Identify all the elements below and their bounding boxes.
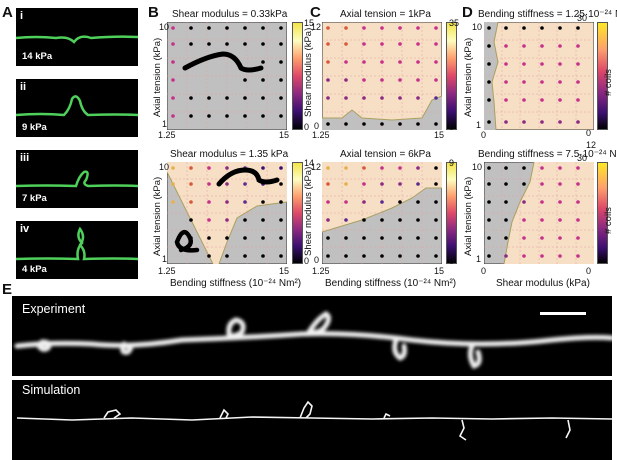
panel-d-bottom-colorbar (597, 162, 608, 264)
bent-shape-icon-2 (216, 167, 280, 187)
panel-c-top-colorbar (446, 22, 457, 130)
panel-d-top-ylabel: Axial tension (kPa) (463, 37, 474, 117)
panel-d-top-heatmap (484, 22, 594, 130)
simulated-filament-ii (16, 95, 138, 117)
panel-a-iv: iv 4 kPa (16, 221, 138, 279)
panel-c-bottom-dots (326, 166, 438, 258)
simulated-filament-iii (16, 170, 138, 188)
panel-c-top-dots (326, 26, 438, 126)
panel-d-bottom-dots (487, 166, 580, 258)
panel-b-top-heatmap (167, 22, 287, 130)
panel-c-top-heatmap (322, 22, 442, 130)
panel-d-top-title: Bending stiffness = 1.25·10⁻²⁴ Nm² (478, 9, 617, 20)
panel-d-xlabel: Shear modulus (kPa) (496, 278, 590, 289)
panel-b-bottom-dots (171, 166, 283, 258)
panel-b-bottom-colorbar (292, 162, 303, 264)
panel-label-c: C (310, 4, 321, 21)
coil-shape-icon (174, 229, 200, 253)
panel-d-top-cb-label: # coils (603, 69, 614, 96)
panel-label-e: E (2, 281, 13, 298)
experiment-panel: Experiment (12, 296, 612, 376)
panel-b-top-ylabel: Axial tension (kPa) (152, 37, 163, 117)
experiment-image (14, 311, 612, 369)
panel-c-bottom-ylabel: Shear modulus (kPa) (303, 166, 314, 256)
scale-bar (540, 312, 586, 315)
panel-c-bottom-title: Axial tension = 6kPa (340, 149, 431, 160)
panel-d-bottom-title: Bending stiffness = 7.5·10⁻²⁴ Nm² (478, 149, 617, 160)
experiment-label: Experiment (22, 302, 86, 316)
panel-b-bottom-heatmap (167, 162, 287, 264)
bent-shape-icon (182, 51, 264, 73)
panel-a-i: i 14 kPa (16, 8, 138, 66)
panel-c-bottom-heatmap (322, 162, 442, 264)
panel-d-bottom-cb-label: # coils (603, 207, 614, 234)
panel-d-top-colorbar (597, 22, 608, 130)
panel-label-b: B (148, 4, 159, 21)
panel-d-bottom-heatmap (484, 162, 594, 264)
panel-a-ii: ii 9 kPa (16, 79, 138, 137)
panel-b-top-colorbar (292, 22, 303, 130)
panel-c-top-ylabel: Shear modulus (kPa) (303, 27, 314, 117)
panel-b-bottom-title: Shear modulus = 1.35 kPa (170, 149, 289, 160)
panel-b-top-dots (171, 26, 283, 118)
panel-b-top-title: Shear modulus = 0.33kPa (172, 9, 288, 20)
simulated-filament-iv (16, 226, 138, 261)
panel-d-bottom-ylabel: Axial tension (kPa) (463, 176, 474, 256)
panel-b-bottom-ylabel: Axial tension (kPa) (152, 176, 163, 256)
panel-a-iii: iii 7 kPa (16, 150, 138, 208)
simulation-label: Simulation (22, 383, 81, 397)
simulation-panel: Simulation (12, 380, 612, 460)
panel-d-top-dots (487, 26, 580, 124)
panel-c-top-title: Axial tension = 1kPa (340, 9, 431, 20)
panel-b-xlabel: Bending stiffness (10⁻²⁴ Nm²) (170, 278, 302, 289)
simulated-filament-i (16, 35, 138, 44)
panel-c-bottom-colorbar (446, 162, 457, 264)
panel-c-xlabel: Bending stiffness (10⁻²⁴ Nm²) (325, 278, 457, 289)
simulation-image (16, 400, 612, 441)
panel-label-d: D (462, 4, 473, 21)
panel-label-a: A (2, 4, 13, 21)
